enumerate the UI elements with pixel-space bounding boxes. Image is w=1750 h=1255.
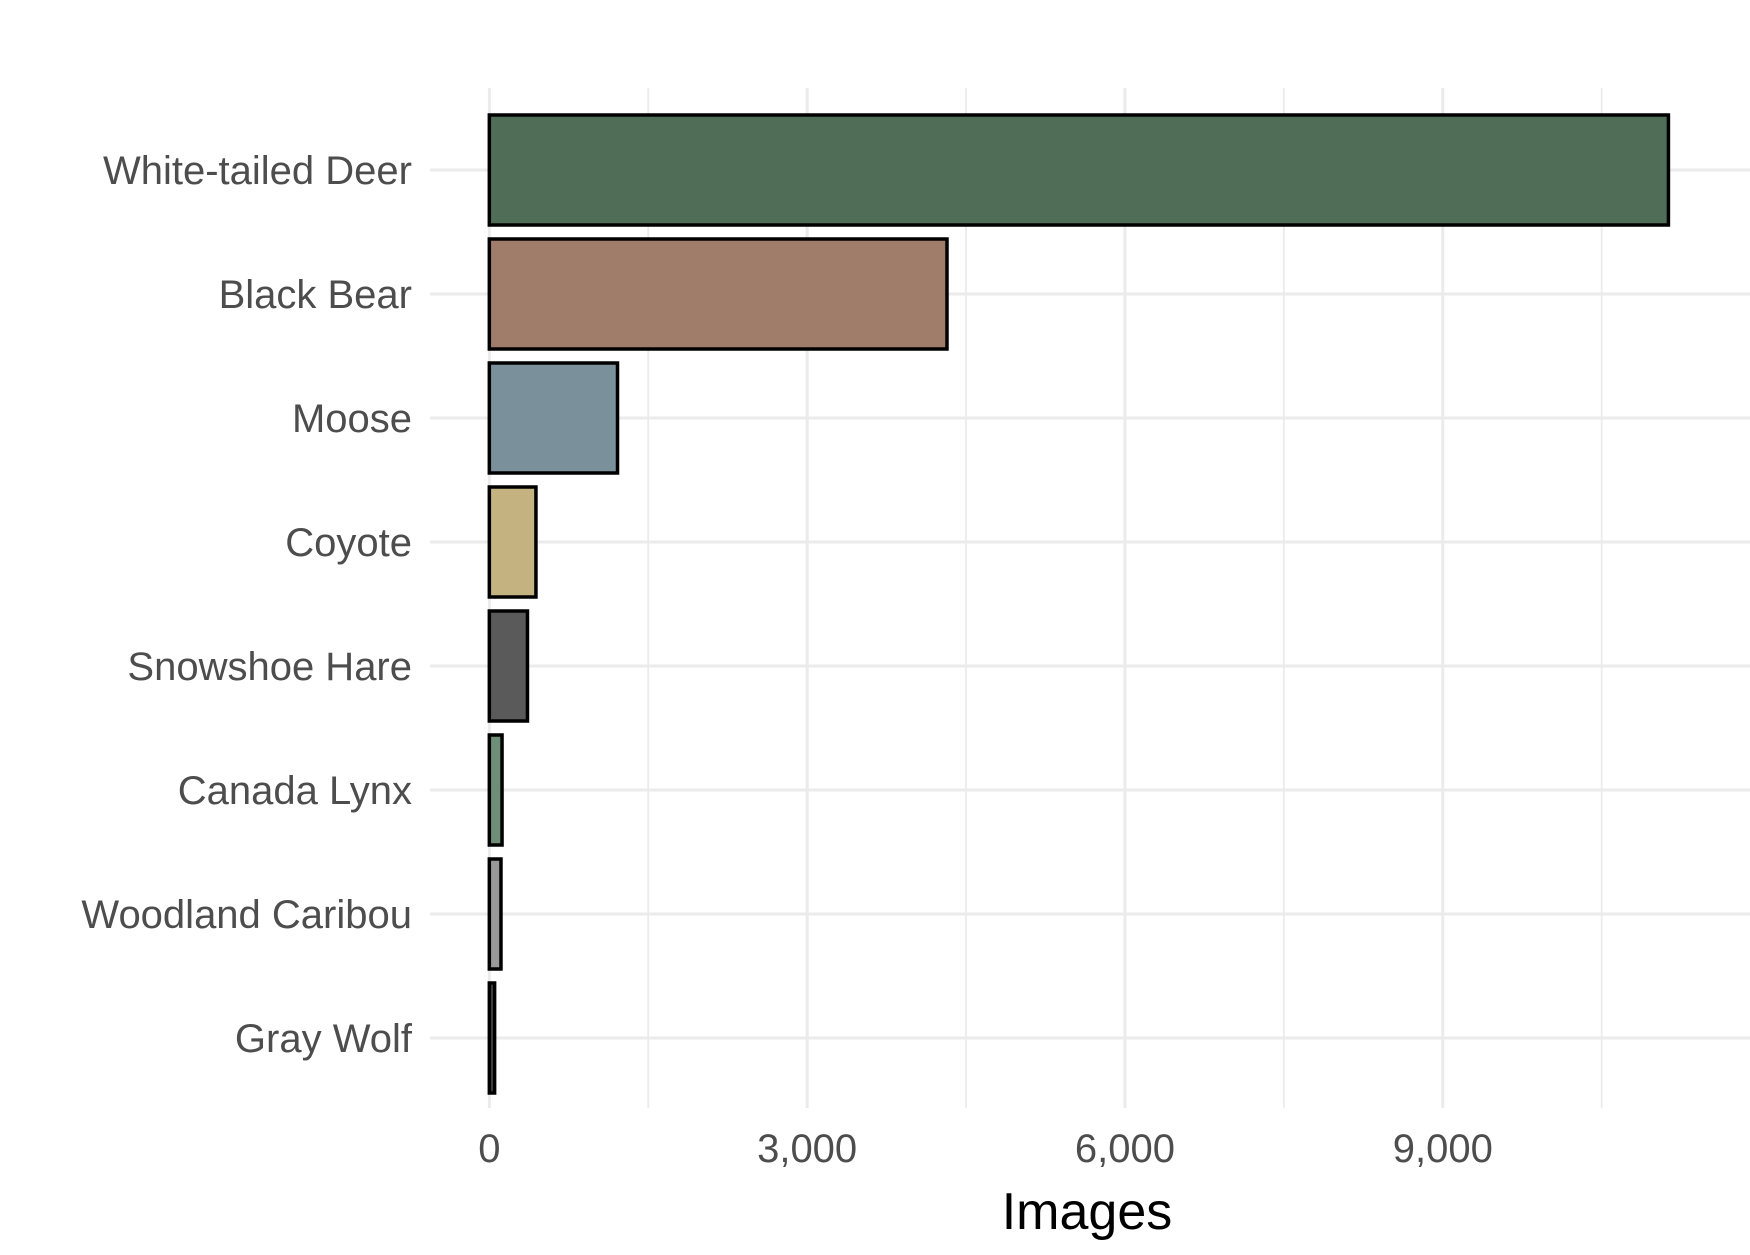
y-tick-label: Snowshoe Hare: [127, 645, 412, 689]
bar-black-bear: [487, 237, 949, 351]
bar-woodland-caribou: [487, 857, 503, 971]
bar-layer: [487, 113, 1671, 1095]
y-tick-label: Moose: [292, 397, 412, 441]
x-tick-label: 3,000: [757, 1127, 857, 1171]
bar-snowshoe-hare: [487, 609, 530, 723]
bar-gray-wolf: [487, 981, 497, 1095]
y-tick-labels: White-tailed Deer Black Bear Moose Coyote Sn…: [81, 149, 412, 1061]
y-tick-label: Black Bear: [219, 273, 412, 317]
bar-white-tailed-deer: [487, 113, 1671, 227]
x-tick-label: 6,000: [1075, 1127, 1175, 1171]
y-tick-label: White-tailed Deer: [103, 149, 412, 193]
bar-coyote: [487, 485, 538, 599]
bar-moose: [487, 361, 620, 475]
y-tick-label: Coyote: [285, 521, 412, 565]
y-tick-label: Gray Wolf: [235, 1017, 413, 1061]
x-axis-title: Images: [1002, 1183, 1173, 1241]
y-tick-label: Canada Lynx: [178, 769, 412, 813]
bar-canada-lynx: [487, 733, 504, 847]
x-tick-labels: 0 3,000 6,000 9,000: [478, 1127, 1493, 1171]
x-tick-label: 0: [478, 1127, 500, 1171]
y-tick-label: Woodland Caribou: [81, 893, 412, 937]
x-tick-label: 9,000: [1393, 1127, 1493, 1171]
